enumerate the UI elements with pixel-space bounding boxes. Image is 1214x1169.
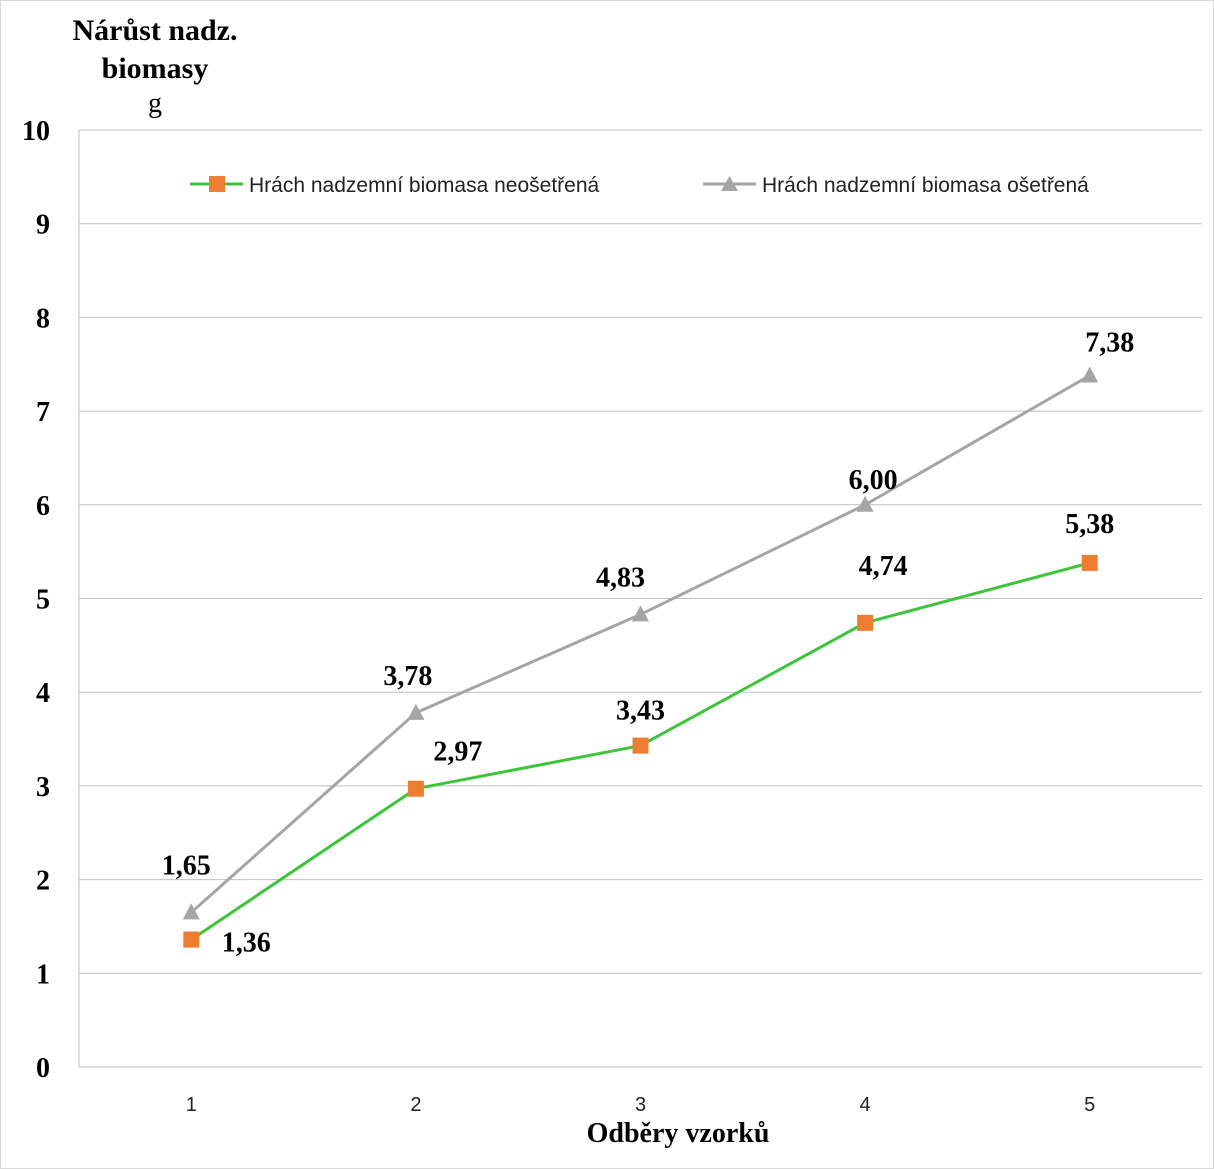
data-label-untreated-1: 1,36 — [222, 928, 271, 959]
y-axis-title-line-2: biomasy — [102, 52, 209, 85]
x-tick-label-5: 5 — [1084, 1094, 1095, 1116]
y-tick-label-3: 3 — [36, 772, 50, 803]
y-tick-label-8: 8 — [36, 303, 50, 334]
y-axis-unit: g — [148, 88, 162, 119]
data-label-untreated-4: 4,74 — [859, 551, 908, 582]
y-tick-label-2: 2 — [36, 866, 50, 897]
legend-marker-treated — [721, 176, 738, 191]
x-tick-label-1: 1 — [186, 1094, 197, 1116]
data-label-untreated-5: 5,38 — [1065, 509, 1114, 540]
point-untreated-2 — [407, 780, 424, 797]
gridlines — [78, 129, 1202, 1068]
series-line-treated — [190, 374, 1091, 914]
data-label-treated-3: 4,83 — [596, 562, 645, 593]
point-treated-3 — [632, 605, 649, 622]
x-tick-label-3: 3 — [635, 1094, 646, 1116]
point-untreated-4 — [857, 614, 874, 631]
data-label-treated-4: 6,00 — [849, 465, 898, 496]
point-untreated-3 — [632, 737, 649, 754]
point-treated-1 — [182, 903, 200, 920]
y-axis-title-line-1: Nárůst nadz. — [72, 14, 237, 47]
y-tick-label-1: 1 — [36, 959, 50, 990]
legend-label-treated: Hrách nadzemní biomasa ošetřená — [762, 174, 1089, 197]
x-axis-ticks: 1 2 3 4 5 — [186, 1094, 1096, 1116]
x-tick-label-2: 2 — [410, 1094, 421, 1116]
data-labels: 1,36 2,97 3,43 4,74 5,38 1,65 3,78 4,83 6,00 7,38 — [162, 327, 1134, 958]
y-tick-label-4: 4 — [36, 678, 50, 709]
data-label-untreated-3: 3,43 — [616, 696, 665, 727]
y-tick-label-6: 6 — [36, 491, 50, 522]
y-tick-label-0: 0 — [36, 1053, 50, 1084]
point-treated-5 — [1081, 366, 1099, 383]
legend: Hrách nadzemní biomasa neošetřená Hrách … — [190, 174, 1089, 197]
point-treated-2 — [407, 703, 425, 720]
y-tick-label-7: 7 — [36, 397, 50, 428]
legend-item-untreated: Hrách nadzemní biomasa neošetřená — [190, 174, 600, 197]
x-tick-label-4: 4 — [860, 1094, 871, 1116]
legend-label-untreated: Hrách nadzemní biomasa neošetřená — [249, 174, 600, 197]
point-untreated-5 — [1081, 554, 1098, 571]
y-axis-ticks: 0 1 2 3 4 5 6 7 8 9 10 — [22, 116, 50, 1084]
x-axis-title: Odběry vzorků — [587, 1118, 770, 1149]
data-label-treated-5: 7,38 — [1085, 327, 1134, 358]
series-layer — [182, 366, 1099, 948]
y-tick-label-5: 5 — [36, 585, 50, 616]
legend-item-treated: Hrách nadzemní biomasa ošetřená — [703, 174, 1089, 197]
point-treated-4 — [856, 495, 874, 512]
data-label-treated-2: 3,78 — [383, 661, 432, 692]
y-tick-label-9: 9 — [36, 210, 50, 241]
point-untreated-1 — [183, 931, 200, 948]
data-label-treated-1: 1,65 — [162, 850, 211, 881]
legend-marker-untreated — [209, 176, 225, 192]
data-label-untreated-2: 2,97 — [433, 737, 482, 768]
y-tick-label-10: 10 — [22, 116, 50, 147]
